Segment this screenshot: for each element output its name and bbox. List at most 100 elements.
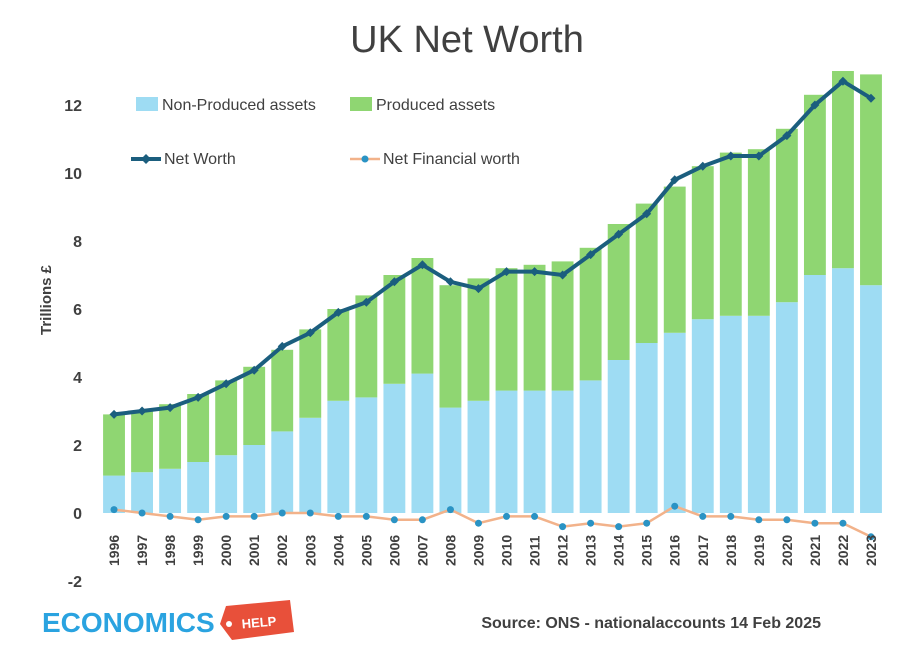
bars xyxy=(103,71,882,513)
net-worth-point-2005 xyxy=(361,297,371,307)
net-worth-point-1999 xyxy=(193,392,203,402)
y-tick-label: 2 xyxy=(73,438,82,455)
x-tick-label: 2022 xyxy=(835,535,851,566)
x-tick-label: 2017 xyxy=(695,535,711,566)
bar-produced-2018 xyxy=(719,152,742,316)
bar-non-produced-2021 xyxy=(803,275,826,513)
y-tick-label: 10 xyxy=(64,166,82,183)
bar-non-produced-2012 xyxy=(551,390,574,513)
net-worth-point-2017 xyxy=(698,161,708,171)
bar-non-produced-2023 xyxy=(860,285,882,513)
bar-non-produced-2010 xyxy=(495,390,518,513)
x-tick-label: 2004 xyxy=(330,535,346,566)
bar-non-produced-2000 xyxy=(215,455,238,513)
net-financial-point-2007 xyxy=(418,516,426,524)
net-financial-point-2014 xyxy=(615,523,623,531)
legend-label-non-produced-assets: Non-Produced assets xyxy=(162,97,316,114)
net-worth-point-2011 xyxy=(530,267,540,277)
bar-non-produced-2016 xyxy=(663,332,686,513)
net-worth-point-2022 xyxy=(838,76,848,86)
net-worth-point-2014 xyxy=(614,229,624,239)
bar-produced-2004 xyxy=(327,309,350,401)
bar-produced-2000 xyxy=(215,380,238,456)
bar-produced-2008 xyxy=(439,285,462,408)
x-tick-label: 2012 xyxy=(555,535,571,566)
x-tick-label: 2015 xyxy=(639,535,655,566)
net-financial-point-2020 xyxy=(783,516,791,524)
x-tick-label: 2014 xyxy=(611,535,627,566)
bar-non-produced-1999 xyxy=(187,462,210,513)
bar-produced-2013 xyxy=(579,247,602,381)
net-financial-point-2013 xyxy=(587,519,595,527)
x-tick-label: 1999 xyxy=(190,535,206,566)
net-financial-point-2005 xyxy=(362,512,370,520)
net-worth-point-1997 xyxy=(137,406,147,416)
x-tick-label: 2006 xyxy=(386,535,402,566)
bar-produced-2014 xyxy=(607,224,630,360)
bar-non-produced-2006 xyxy=(383,383,406,513)
bar-non-produced-1996 xyxy=(103,475,125,513)
net-worth-point-2004 xyxy=(333,307,343,317)
x-tick-label: 2023 xyxy=(863,535,879,566)
x-tick-label: 2018 xyxy=(723,535,739,566)
bar-non-produced-2011 xyxy=(523,390,546,513)
net-worth-point-2003 xyxy=(305,328,315,338)
net-worth-point-2012 xyxy=(558,270,568,280)
y-tick-label: -2 xyxy=(68,574,82,591)
economics-help-logo: ECONOMICS HELP xyxy=(42,600,294,640)
net-worth-point-2002 xyxy=(277,341,287,351)
net-financial-worth-line xyxy=(113,504,872,538)
bar-non-produced-2005 xyxy=(355,397,378,513)
net-financial-point-2003 xyxy=(306,509,314,517)
x-tick-label: 2011 xyxy=(527,535,543,566)
net-worth-point-1998 xyxy=(165,403,175,413)
legend-marker-net-worth xyxy=(141,154,151,164)
bar-non-produced-2004 xyxy=(327,400,350,513)
net-financial-point-2018 xyxy=(727,512,735,520)
net-worth-point-2016 xyxy=(670,175,680,185)
y-tick-label: 12 xyxy=(64,98,82,115)
x-tick-label: 2009 xyxy=(470,535,486,566)
legend-swatch-produced-assets xyxy=(350,97,372,111)
net-worth-point-2007 xyxy=(417,260,427,270)
bar-non-produced-2009 xyxy=(467,400,490,513)
bar-non-produced-1997 xyxy=(131,472,153,513)
bar-produced-2011 xyxy=(523,264,546,391)
bar-produced-1997 xyxy=(131,411,153,473)
y-tick-label: 0 xyxy=(73,506,82,523)
bar-produced-2015 xyxy=(635,203,658,343)
net-financial-point-2017 xyxy=(699,512,707,520)
bar-produced-1998 xyxy=(159,404,182,469)
bar-produced-2022 xyxy=(832,71,854,269)
net-financial-point-2011 xyxy=(531,512,539,520)
bar-produced-2009 xyxy=(467,278,490,401)
x-tick-label: 1997 xyxy=(134,535,150,566)
bar-non-produced-2017 xyxy=(691,319,714,513)
net-financial-point-2006 xyxy=(390,516,398,524)
x-tick-label: 2003 xyxy=(302,535,318,566)
net-worth-point-2020 xyxy=(782,131,792,141)
bar-produced-2001 xyxy=(243,366,266,445)
bar-non-produced-2019 xyxy=(747,315,770,513)
x-tick-label: 2007 xyxy=(414,535,430,566)
net-worth-line xyxy=(113,79,873,417)
bar-produced-1999 xyxy=(187,394,210,462)
bar-produced-2010 xyxy=(495,268,518,391)
bar-produced-2020 xyxy=(775,128,798,303)
bar-produced-2017 xyxy=(691,166,714,320)
bar-produced-2023 xyxy=(860,74,882,286)
bar-non-produced-2002 xyxy=(271,431,294,513)
logo-tag-text: HELP xyxy=(241,613,277,631)
legend-swatch-non-produced-assets xyxy=(136,97,158,111)
net-worth-point-2001 xyxy=(249,365,259,375)
bar-produced-2021 xyxy=(803,94,826,275)
y-tick-label: 6 xyxy=(73,302,82,319)
net-financial-point-1998 xyxy=(166,512,174,520)
y-axis-ticks: -2 0 2 4 6 8 10 12 xyxy=(64,98,82,591)
x-tick-label: 2008 xyxy=(442,535,458,566)
bar-non-produced-2015 xyxy=(635,343,658,513)
logo-tag-shape xyxy=(220,600,294,640)
net-worth-point-2010 xyxy=(502,267,512,277)
net-financial-point-2004 xyxy=(334,512,342,520)
net-financial-point-2002 xyxy=(278,509,286,517)
